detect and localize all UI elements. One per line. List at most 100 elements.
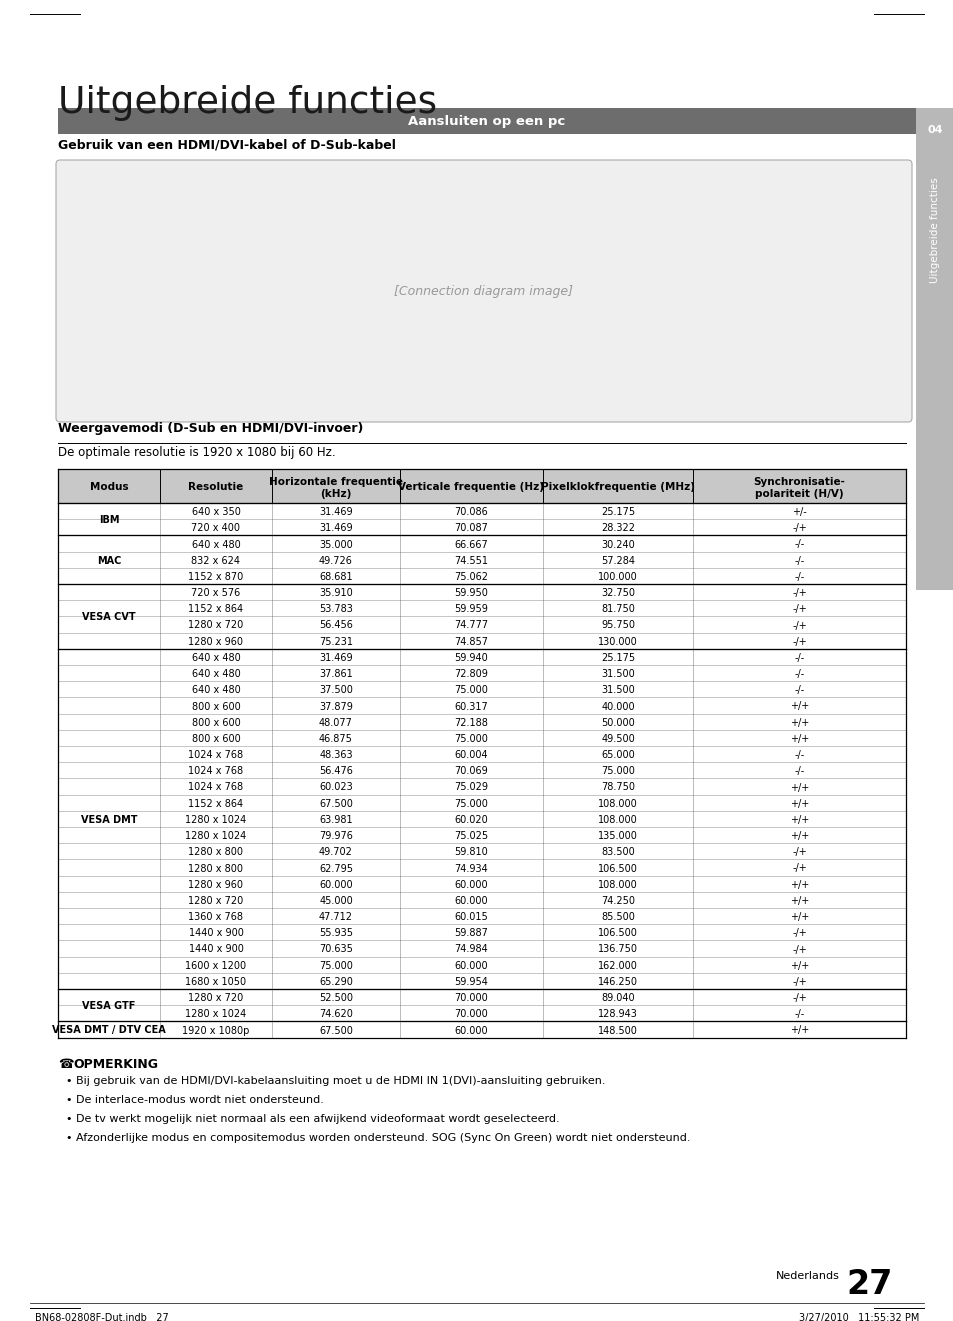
- Text: 65.000: 65.000: [600, 750, 634, 760]
- Text: 31.469: 31.469: [319, 653, 353, 663]
- Text: 65.290: 65.290: [318, 978, 353, 987]
- Text: 46.875: 46.875: [318, 734, 353, 744]
- Text: +/+: +/+: [789, 831, 808, 841]
- FancyBboxPatch shape: [915, 108, 953, 590]
- Text: -/-: -/-: [794, 556, 803, 565]
- Text: 59.810: 59.810: [455, 847, 488, 857]
- Text: 3/27/2010   11:55:32 PM: 3/27/2010 11:55:32 PM: [798, 1313, 918, 1321]
- Text: 100.000: 100.000: [598, 572, 638, 581]
- Text: Weergavemodi (D-Sub en HDMI/DVI-invoer): Weergavemodi (D-Sub en HDMI/DVI-invoer): [58, 421, 363, 435]
- Text: 40.000: 40.000: [600, 701, 634, 712]
- Text: 31.500: 31.500: [600, 686, 634, 695]
- Text: -/-: -/-: [794, 670, 803, 679]
- Text: 75.231: 75.231: [318, 637, 353, 647]
- Text: 57.284: 57.284: [600, 556, 635, 565]
- Text: 75.025: 75.025: [454, 831, 488, 841]
- Text: •: •: [65, 1132, 71, 1143]
- Text: 1440 x 900: 1440 x 900: [189, 929, 243, 938]
- Text: 130.000: 130.000: [598, 637, 638, 647]
- Text: •: •: [65, 1075, 71, 1086]
- Text: 37.861: 37.861: [319, 670, 353, 679]
- Text: 60.000: 60.000: [455, 960, 488, 971]
- Text: 800 x 600: 800 x 600: [192, 701, 240, 712]
- Text: 25.175: 25.175: [600, 653, 635, 663]
- Text: 60.317: 60.317: [455, 701, 488, 712]
- Text: -/-: -/-: [794, 750, 803, 760]
- Text: 04: 04: [926, 125, 942, 135]
- Text: 59.959: 59.959: [454, 604, 488, 614]
- Text: 31.469: 31.469: [319, 523, 353, 534]
- Text: 70.635: 70.635: [318, 945, 353, 955]
- Text: 74.620: 74.620: [318, 1009, 353, 1020]
- Text: 1024 x 768: 1024 x 768: [189, 766, 243, 777]
- FancyBboxPatch shape: [58, 108, 915, 133]
- Text: 60.000: 60.000: [319, 880, 353, 890]
- Text: 162.000: 162.000: [598, 960, 638, 971]
- Text: Bij gebruik van de HDMI/DVI-kabelaansluiting moet u de HDMI IN 1(DVI)-aansluitin: Bij gebruik van de HDMI/DVI-kabelaanslui…: [76, 1075, 605, 1086]
- Text: 27: 27: [845, 1268, 891, 1301]
- Text: 75.029: 75.029: [454, 782, 488, 793]
- Text: BN68-02808F-Dut.indb   27: BN68-02808F-Dut.indb 27: [35, 1313, 169, 1321]
- Text: 49.702: 49.702: [318, 847, 353, 857]
- Text: Gebruik van een HDMI/DVI-kabel of D-Sub-kabel: Gebruik van een HDMI/DVI-kabel of D-Sub-…: [58, 137, 395, 151]
- Text: 106.500: 106.500: [598, 864, 638, 873]
- Text: -/+: -/+: [791, 523, 806, 534]
- Text: 60.020: 60.020: [455, 815, 488, 824]
- Text: 1440 x 900: 1440 x 900: [189, 945, 243, 955]
- Text: 32.750: 32.750: [600, 588, 635, 598]
- Text: 56.456: 56.456: [318, 621, 353, 630]
- Text: 1280 x 800: 1280 x 800: [189, 864, 243, 873]
- Text: 37.500: 37.500: [318, 686, 353, 695]
- Text: 640 x 480: 640 x 480: [192, 539, 240, 550]
- Text: -/+: -/+: [791, 993, 806, 1003]
- Text: +/+: +/+: [789, 782, 808, 793]
- Text: 75.000: 75.000: [600, 766, 635, 777]
- Text: 146.250: 146.250: [598, 978, 638, 987]
- Text: 1152 x 864: 1152 x 864: [189, 799, 243, 808]
- Text: -/-: -/-: [794, 653, 803, 663]
- Text: 62.795: 62.795: [318, 864, 353, 873]
- Text: 640 x 350: 640 x 350: [192, 507, 240, 517]
- Text: 1280 x 1024: 1280 x 1024: [185, 815, 247, 824]
- Text: 1152 x 870: 1152 x 870: [188, 572, 243, 581]
- Text: 60.000: 60.000: [455, 896, 488, 906]
- Text: 1280 x 720: 1280 x 720: [188, 896, 243, 906]
- Text: VESA DMT: VESA DMT: [81, 815, 137, 824]
- Text: 60.023: 60.023: [319, 782, 353, 793]
- Text: 59.954: 59.954: [454, 978, 488, 987]
- Text: +/+: +/+: [789, 896, 808, 906]
- Text: 640 x 480: 640 x 480: [192, 686, 240, 695]
- Text: -/+: -/+: [791, 637, 806, 647]
- Text: 70.087: 70.087: [454, 523, 488, 534]
- Text: 135.000: 135.000: [598, 831, 638, 841]
- Text: -/+: -/+: [791, 588, 806, 598]
- Text: 37.879: 37.879: [318, 701, 353, 712]
- Text: 1360 x 768: 1360 x 768: [189, 911, 243, 922]
- Text: Uitgebreide functies: Uitgebreide functies: [58, 85, 436, 122]
- Text: 60.000: 60.000: [455, 1025, 488, 1036]
- Text: -/-: -/-: [794, 1009, 803, 1020]
- Text: Verticale frequentie (Hz): Verticale frequentie (Hz): [398, 482, 544, 491]
- Text: ☎: ☎: [58, 1058, 73, 1070]
- Text: IBM: IBM: [99, 515, 119, 526]
- Text: 35.000: 35.000: [319, 539, 353, 550]
- Text: 72.188: 72.188: [454, 717, 488, 728]
- Text: 60.004: 60.004: [455, 750, 488, 760]
- Text: +/+: +/+: [789, 911, 808, 922]
- Text: MAC: MAC: [96, 556, 121, 565]
- Text: 45.000: 45.000: [319, 896, 353, 906]
- Text: 106.500: 106.500: [598, 929, 638, 938]
- Text: -/+: -/+: [791, 621, 806, 630]
- Text: 74.250: 74.250: [600, 896, 635, 906]
- Text: Aansluiten op een pc: Aansluiten op een pc: [408, 115, 565, 128]
- Text: 72.809: 72.809: [454, 670, 488, 679]
- Text: 74.857: 74.857: [454, 637, 488, 647]
- Text: 70.069: 70.069: [455, 766, 488, 777]
- Text: -/+: -/+: [791, 929, 806, 938]
- Text: -/+: -/+: [791, 847, 806, 857]
- Text: (kHz): (kHz): [320, 489, 352, 499]
- Text: +/-: +/-: [791, 507, 806, 517]
- Text: •: •: [65, 1095, 71, 1104]
- Text: +/+: +/+: [789, 701, 808, 712]
- Text: 1152 x 864: 1152 x 864: [189, 604, 243, 614]
